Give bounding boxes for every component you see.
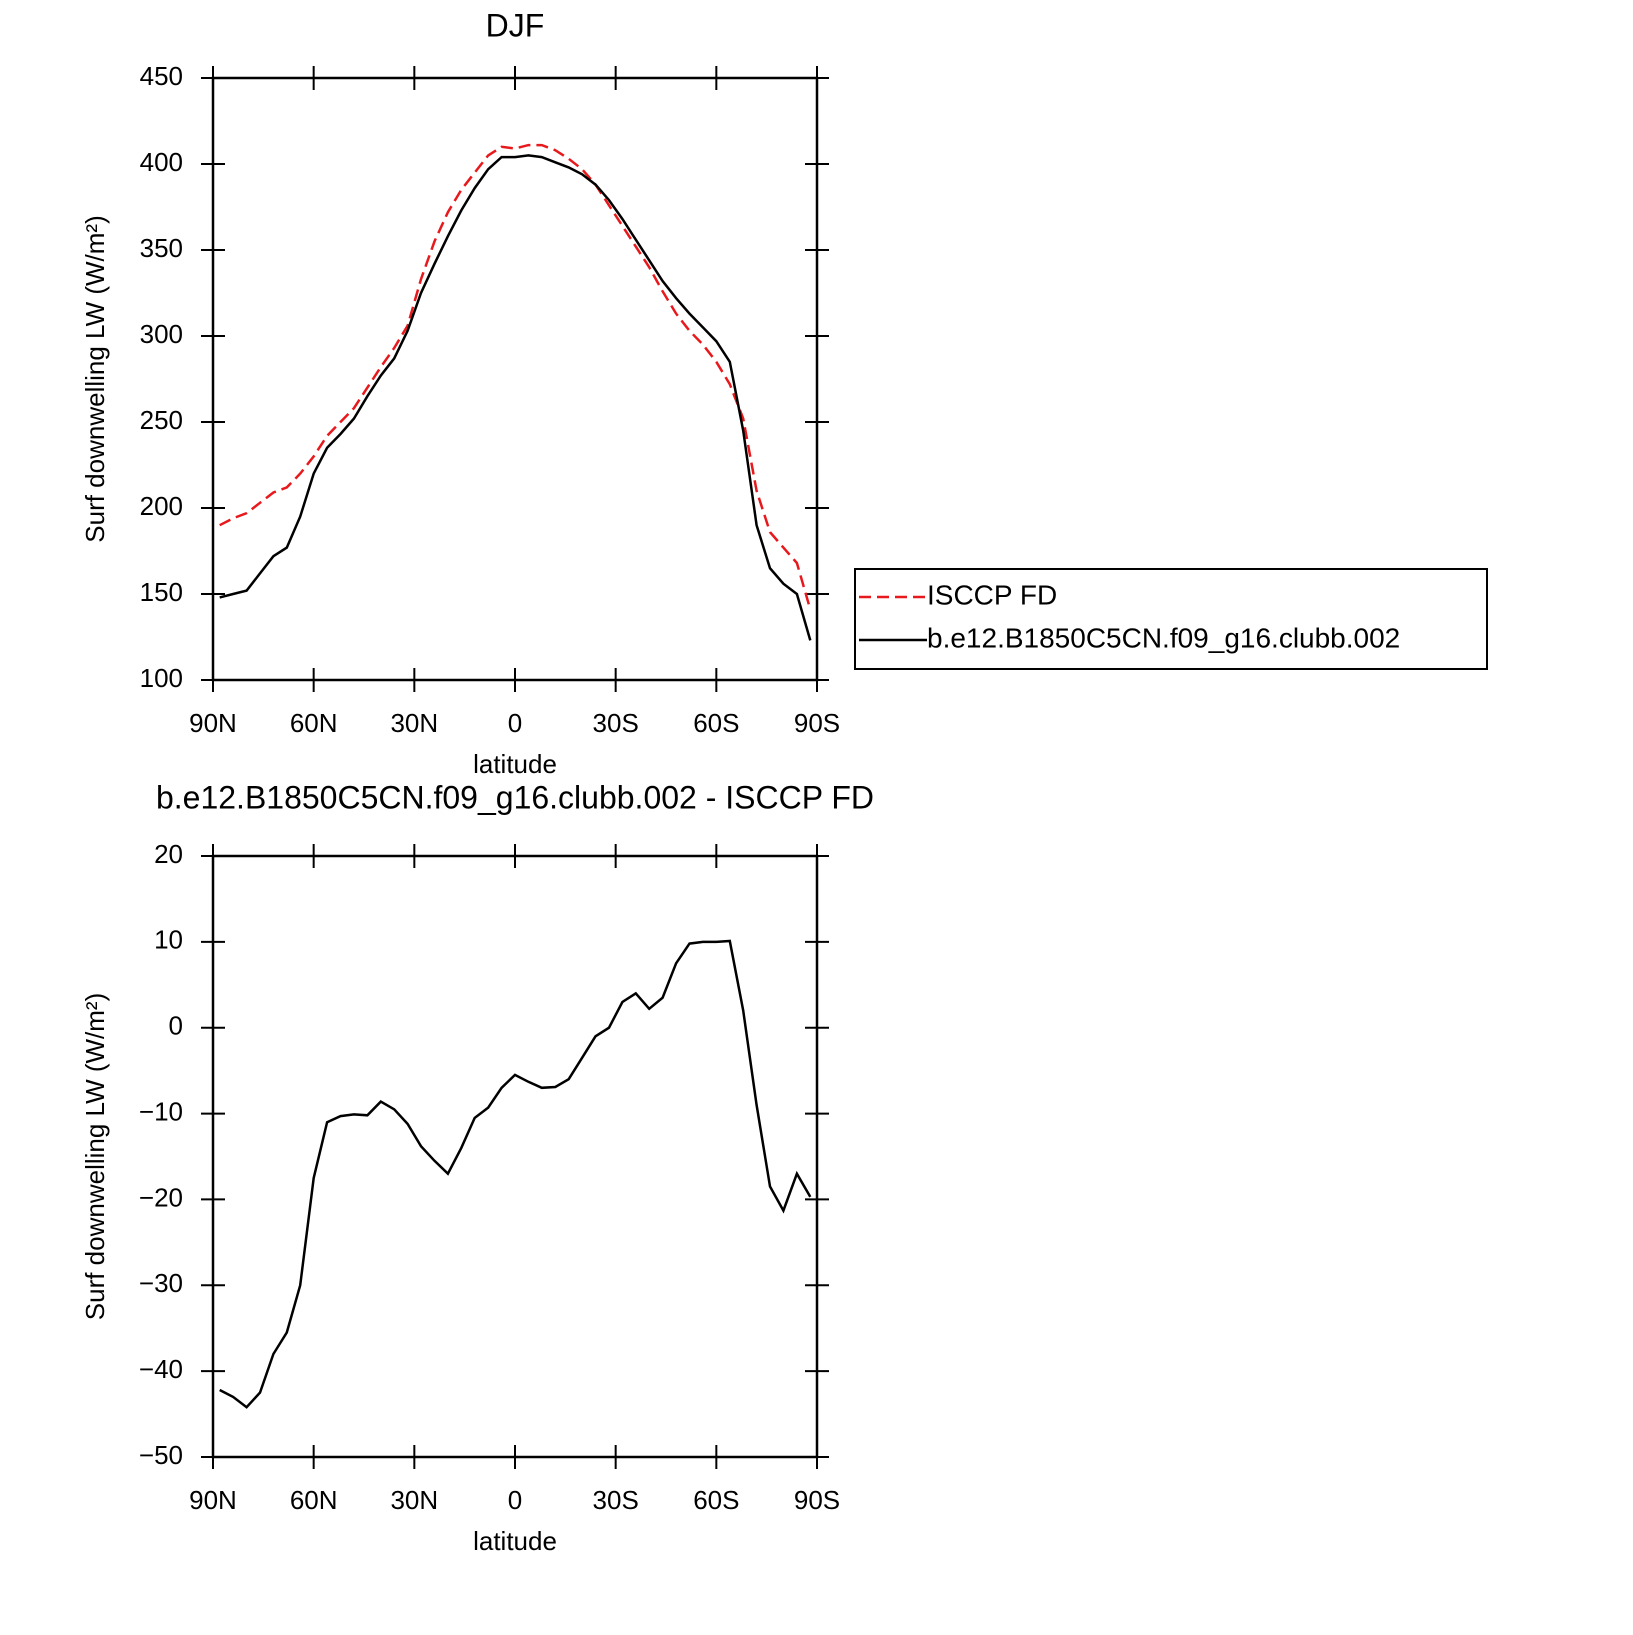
x-tick-label: 0 bbox=[508, 1485, 522, 1515]
y-tick-label: −40 bbox=[139, 1354, 183, 1384]
y-tick-label: 0 bbox=[169, 1011, 183, 1041]
x-tick-label: 60N bbox=[290, 708, 338, 738]
data-line bbox=[219, 939, 812, 1409]
plot-frame bbox=[211, 76, 819, 682]
y-tick-label: −30 bbox=[139, 1268, 183, 1298]
data-line bbox=[219, 154, 812, 641]
y-tick-label: 450 bbox=[140, 61, 183, 91]
y-tick-label: −10 bbox=[139, 1096, 183, 1126]
plot-frame bbox=[211, 854, 819, 1459]
x-tick-label: 60S bbox=[693, 1485, 739, 1515]
y-tick-label: 350 bbox=[140, 233, 183, 263]
y-tick-label: 200 bbox=[140, 491, 183, 521]
y-tick-label: −20 bbox=[139, 1182, 183, 1212]
chart-title: b.e12.B1850C5CN.f09_g16.clubb.002 - ISCC… bbox=[156, 779, 874, 815]
x-tick-label: 90N bbox=[189, 1485, 237, 1515]
x-axis-label: latitude bbox=[473, 1526, 557, 1556]
y-tick-label: 250 bbox=[140, 405, 183, 435]
y-tick-label: 100 bbox=[140, 663, 183, 693]
x-tick-label: 30N bbox=[390, 1485, 438, 1515]
x-tick-label: 0 bbox=[508, 708, 522, 738]
x-tick-label: 90S bbox=[794, 1485, 840, 1515]
x-tick-label: 90N bbox=[189, 708, 237, 738]
y-axis-label: Surf downwelling LW (W/m²) bbox=[80, 993, 110, 1320]
legend-box bbox=[854, 568, 1488, 670]
y-tick-label: 150 bbox=[140, 577, 183, 607]
x-axis-label: latitude bbox=[473, 749, 557, 779]
x-tick-label: 90S bbox=[794, 708, 840, 738]
y-tick-label: 20 bbox=[154, 839, 183, 869]
legend-label: b.e12.B1850C5CN.f09_g16.clubb.002 bbox=[927, 622, 1400, 653]
x-tick-label: 60N bbox=[290, 1485, 338, 1515]
y-axis-label: Surf downwelling LW (W/m²) bbox=[80, 215, 110, 542]
y-tick-label: 400 bbox=[140, 147, 183, 177]
legend-label: ISCCP FD bbox=[927, 579, 1057, 610]
y-tick-label: −50 bbox=[139, 1440, 183, 1470]
x-tick-label: 30S bbox=[593, 708, 639, 738]
y-tick-label: 300 bbox=[140, 319, 183, 349]
data-line bbox=[219, 143, 812, 610]
x-tick-label: 30S bbox=[593, 1485, 639, 1515]
x-tick-label: 60S bbox=[693, 708, 739, 738]
y-tick-label: 10 bbox=[154, 925, 183, 955]
x-tick-label: 30N bbox=[390, 708, 438, 738]
chart-title: DJF bbox=[486, 7, 545, 43]
